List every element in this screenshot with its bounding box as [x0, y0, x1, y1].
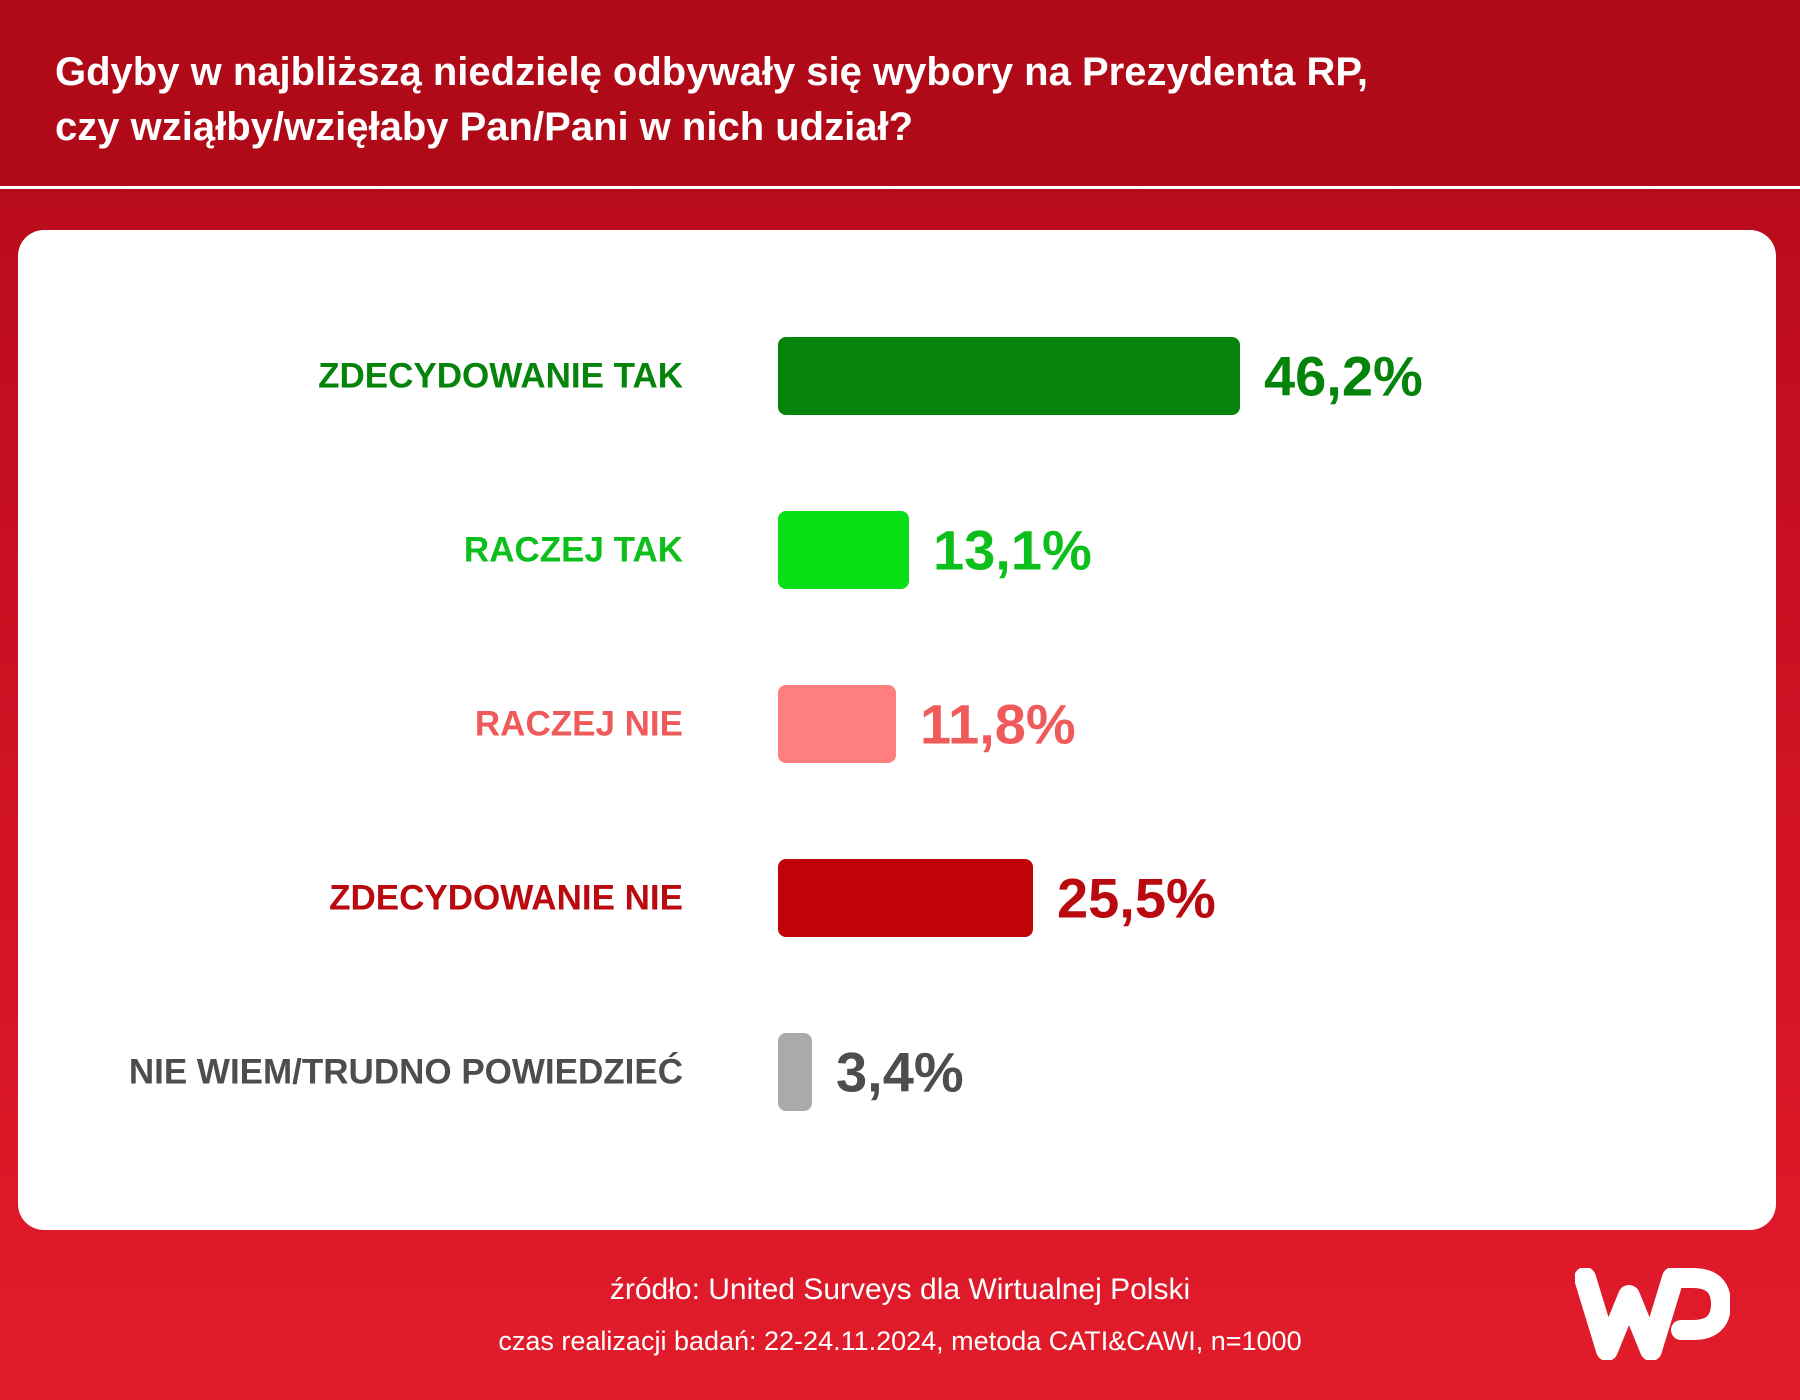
category-label: RACZEJ TAK [464, 531, 683, 570]
bar [778, 685, 896, 763]
chart-title: Gdyby w najbliższą niedzielę odbywały si… [55, 45, 1655, 155]
value-label: 13,1% [933, 519, 1092, 582]
value-label: 11,8% [920, 693, 1076, 756]
value-label: 25,5% [1057, 867, 1216, 930]
value-label: 3,4% [836, 1041, 964, 1104]
chart-title-line2: czy wziąłby/wzięłaby Pan/Pani w nich udz… [55, 105, 914, 149]
category-label: ZDECYDOWANIE TAK [318, 357, 683, 396]
category-label: NIE WIEM/TRUDNO POWIEDZIEĆ [129, 1052, 683, 1092]
bar [778, 859, 1033, 937]
source-text: źródło: United Surveys dla Wirtualnej Po… [609, 1273, 1191, 1306]
chart-title-line1: Gdyby w najbliższą niedzielę odbywały si… [55, 50, 1369, 94]
chart-card: ZDECYDOWANIE TAK 46,2% RACZEJ TAK 13,1% RACZ… [18, 230, 1776, 1230]
value-label: 46,2% [1264, 345, 1423, 408]
bar [778, 1033, 812, 1111]
category-label: RACZEJ NIE [475, 705, 683, 744]
wp-logo-icon [1575, 1268, 1730, 1360]
bar-chart: ZDECYDOWANIE TAK 46,2% RACZEJ TAK 13,1% RACZ… [129, 337, 1423, 1111]
category-label: ZDECYDOWANIE NIE [329, 879, 683, 918]
bar [778, 337, 1240, 415]
header-divider [0, 186, 1800, 189]
bar [778, 511, 909, 589]
header-band: Gdyby w najbliższą niedzielę odbywały si… [0, 0, 1800, 185]
survey-meta-text: czas realizacji badań: 22-24.11.2024, me… [498, 1326, 1302, 1356]
